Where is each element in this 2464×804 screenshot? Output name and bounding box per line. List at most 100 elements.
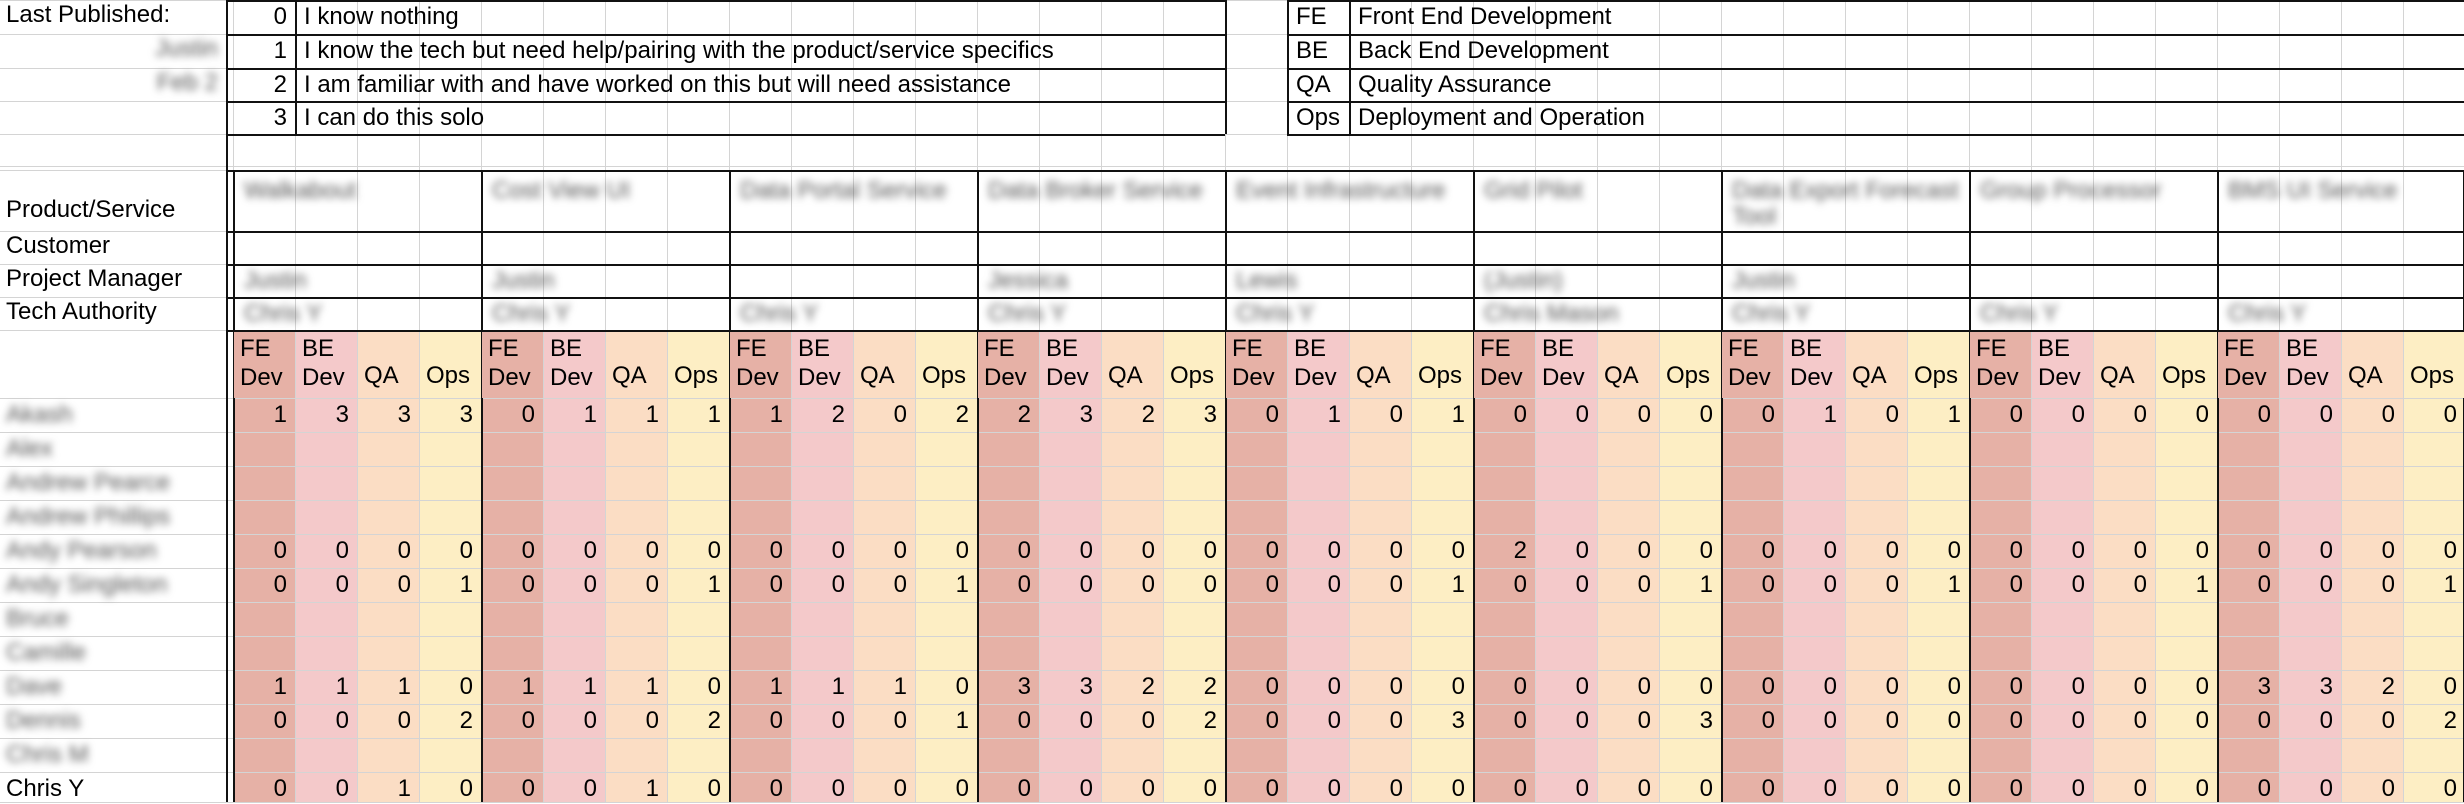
skill-rating-cell[interactable]: 2 [1203, 707, 1217, 734]
skill-rating-cell[interactable]: 0 [1637, 537, 1651, 564]
skill-rating-cell[interactable]: 0 [1637, 673, 1651, 700]
skill-rating-cell[interactable]: 0 [1513, 571, 1527, 598]
skill-rating-cell[interactable]: 0 [707, 537, 721, 564]
skill-rating-cell[interactable]: 0 [955, 775, 969, 802]
skill-rating-cell[interactable]: 0 [2071, 537, 2085, 564]
skill-rating-cell[interactable]: 0 [2443, 673, 2457, 700]
skill-rating-cell[interactable]: 0 [1203, 775, 1217, 802]
skill-rating-cell[interactable]: 0 [1575, 571, 1589, 598]
skill-rating-cell[interactable]: 0 [893, 401, 907, 428]
project-manager[interactable]: Lewis [1236, 267, 1298, 294]
skill-rating-cell[interactable]: 3 [1079, 673, 1093, 700]
skill-rating-cell[interactable]: 2 [1017, 401, 1031, 428]
skill-rating-cell[interactable]: 1 [1947, 401, 1961, 428]
skill-rating-cell[interactable]: 0 [2319, 775, 2333, 802]
skill-rating-cell[interactable]: 0 [2443, 775, 2457, 802]
person-name[interactable]: Chris Y [6, 775, 85, 802]
skill-rating-cell[interactable]: 0 [2071, 571, 2085, 598]
project-tech-authority[interactable]: Chris Y [492, 300, 571, 327]
skill-rating-cell[interactable]: 0 [2257, 775, 2271, 802]
skill-rating-cell[interactable]: 0 [2009, 571, 2023, 598]
project-product-name[interactable]: Data Broker Service [988, 178, 1203, 204]
skill-rating-cell[interactable]: 0 [1079, 537, 1093, 564]
skill-rating-cell[interactable]: 0 [1203, 537, 1217, 564]
skill-rating-cell[interactable]: 0 [1017, 775, 1031, 802]
project-tech-authority[interactable]: Chris Y [2228, 300, 2307, 327]
skill-rating-cell[interactable]: 0 [2443, 537, 2457, 564]
project-customer[interactable] [1229, 233, 1469, 266]
skill-rating-cell[interactable]: 0 [1327, 571, 1341, 598]
project-customer[interactable] [1477, 233, 1717, 266]
skill-rating-cell[interactable]: 0 [1017, 537, 1031, 564]
skill-rating-cell[interactable]: 1 [459, 571, 473, 598]
skill-rating-cell[interactable]: 0 [459, 537, 473, 564]
skill-rating-cell[interactable]: 0 [1451, 537, 1465, 564]
skill-rating-cell[interactable]: 0 [1761, 571, 1775, 598]
skill-rating-cell[interactable]: 0 [2133, 537, 2147, 564]
skill-rating-cell[interactable]: 3 [335, 401, 349, 428]
skill-rating-cell[interactable]: 0 [1327, 537, 1341, 564]
skill-rating-cell[interactable]: 0 [1761, 707, 1775, 734]
skill-rating-cell[interactable]: 0 [1575, 673, 1589, 700]
skill-rating-cell[interactable]: 0 [1575, 401, 1589, 428]
skill-rating-cell[interactable]: 2 [955, 401, 969, 428]
skill-rating-cell[interactable]: 0 [459, 775, 473, 802]
skill-rating-cell[interactable]: 0 [1575, 537, 1589, 564]
skill-rating-cell[interactable]: 0 [1265, 537, 1279, 564]
skill-rating-cell[interactable]: 1 [645, 775, 659, 802]
project-manager[interactable]: Justin [1732, 267, 1795, 294]
skill-rating-cell[interactable]: 0 [1451, 775, 1465, 802]
skill-rating-cell[interactable]: 0 [955, 673, 969, 700]
skill-rating-cell[interactable]: 2 [459, 707, 473, 734]
skill-rating-cell[interactable]: 1 [2443, 571, 2457, 598]
skill-rating-cell[interactable]: 0 [1017, 707, 1031, 734]
skill-rating-cell[interactable]: 0 [1265, 775, 1279, 802]
skill-rating-cell[interactable]: 0 [2071, 401, 2085, 428]
skill-rating-cell[interactable]: 0 [1203, 571, 1217, 598]
skill-rating-cell[interactable]: 2 [1141, 401, 1155, 428]
skill-rating-cell[interactable]: 0 [1389, 707, 1403, 734]
skill-rating-cell[interactable]: 0 [1699, 401, 1713, 428]
skill-rating-cell[interactable]: 2 [2443, 707, 2457, 734]
project-product-name[interactable]: Data Export Forecast Tool [1732, 178, 1959, 230]
person-name[interactable]: Akash [6, 401, 73, 428]
skill-rating-cell[interactable]: 0 [831, 707, 845, 734]
skill-rating-cell[interactable]: 0 [1513, 707, 1527, 734]
skill-rating-cell[interactable]: 1 [893, 673, 907, 700]
skill-rating-cell[interactable]: 3 [459, 401, 473, 428]
skill-rating-cell[interactable]: 0 [831, 775, 845, 802]
project-product-name[interactable]: Data Portal Service [740, 178, 947, 204]
project-product-name[interactable]: Event Infrastructure [1236, 178, 1446, 204]
skill-rating-cell[interactable]: 0 [1079, 571, 1093, 598]
project-tech-authority[interactable]: Chris Y [244, 300, 323, 327]
project-product-name[interactable]: BMS UI Service [2228, 178, 2398, 204]
skill-rating-cell[interactable]: 0 [1141, 775, 1155, 802]
project-customer[interactable] [237, 233, 477, 266]
skill-rating-cell[interactable]: 0 [2195, 775, 2209, 802]
skill-rating-cell[interactable]: 0 [2133, 571, 2147, 598]
person-name[interactable]: Dennis [6, 707, 81, 734]
skill-rating-cell[interactable]: 0 [335, 571, 349, 598]
skill-rating-cell[interactable]: 0 [1823, 775, 1837, 802]
skill-rating-cell[interactable]: 0 [769, 571, 783, 598]
skill-rating-cell[interactable]: 1 [1699, 571, 1713, 598]
skill-rating-cell[interactable]: 1 [521, 673, 535, 700]
skill-rating-cell[interactable]: 0 [1637, 401, 1651, 428]
project-manager[interactable]: (Justin) [1484, 267, 1563, 294]
project-manager[interactable] [1973, 266, 2213, 299]
skill-rating-cell[interactable]: 0 [1513, 401, 1527, 428]
skill-rating-cell[interactable]: 0 [397, 571, 411, 598]
skill-rating-cell[interactable]: 0 [1265, 707, 1279, 734]
skill-rating-cell[interactable]: 0 [1823, 537, 1837, 564]
skill-rating-cell[interactable]: 2 [1141, 673, 1155, 700]
skill-rating-cell[interactable]: 2 [831, 401, 845, 428]
skill-rating-cell[interactable]: 1 [955, 707, 969, 734]
skill-rating-cell[interactable]: 0 [2195, 537, 2209, 564]
person-name[interactable]: Chris M [6, 741, 89, 768]
skill-rating-cell[interactable]: 1 [397, 673, 411, 700]
skill-rating-cell[interactable]: 0 [459, 673, 473, 700]
skill-rating-cell[interactable]: 0 [1885, 571, 1899, 598]
skill-rating-cell[interactable]: 1 [707, 571, 721, 598]
skill-rating-cell[interactable]: 2 [707, 707, 721, 734]
